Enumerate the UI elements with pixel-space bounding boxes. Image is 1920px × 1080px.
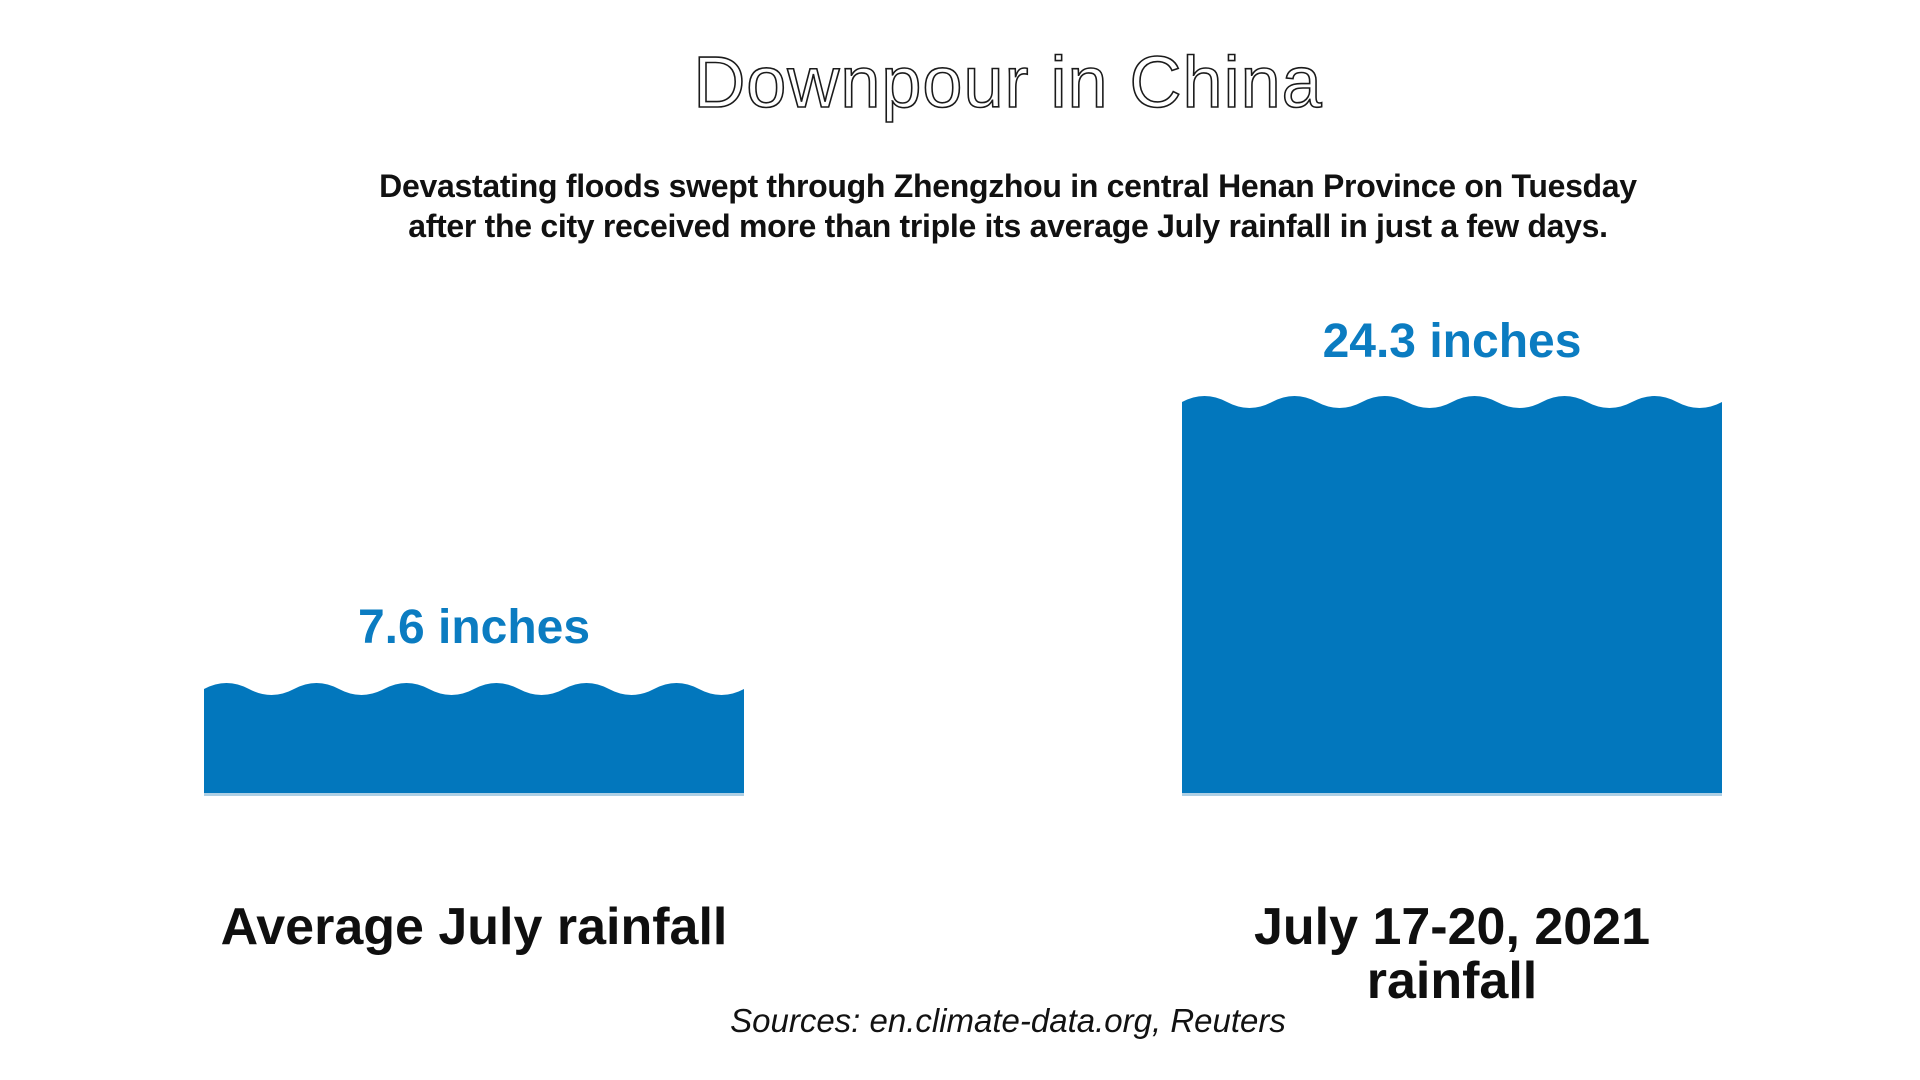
sources-note: Sources: en.climate-data.org, Reuters bbox=[730, 1002, 1286, 1039]
chart-subtitle-line-1: Devastating floods swept through Zhengzh… bbox=[379, 168, 1637, 204]
chart-subtitle-line-2: after the city received more than triple… bbox=[408, 208, 1608, 244]
water-wave-path bbox=[204, 683, 744, 793]
value-label-average-july: 7.6 inches bbox=[357, 601, 591, 654]
water-wave-shape bbox=[204, 683, 744, 793]
page-title: Downpour in China bbox=[693, 42, 1323, 124]
water-wave-shape bbox=[1182, 396, 1722, 793]
category-label-july-2021: July 17-20, 2021 rainfall bbox=[1253, 898, 1651, 1010]
bar-bottom-edge bbox=[204, 793, 744, 796]
value-label-july-2021: 24.3 inches bbox=[1322, 315, 1582, 368]
water-wave-path bbox=[1182, 396, 1722, 793]
bar-bottom-edge bbox=[1182, 793, 1722, 796]
water-bar-average-july bbox=[204, 683, 744, 796]
category-label-average-july: Average July rainfall bbox=[220, 898, 728, 956]
water-bar-july-2021 bbox=[1182, 396, 1722, 796]
chart-subtitle: Devastating floods swept through Zhengzh… bbox=[48, 166, 1920, 246]
